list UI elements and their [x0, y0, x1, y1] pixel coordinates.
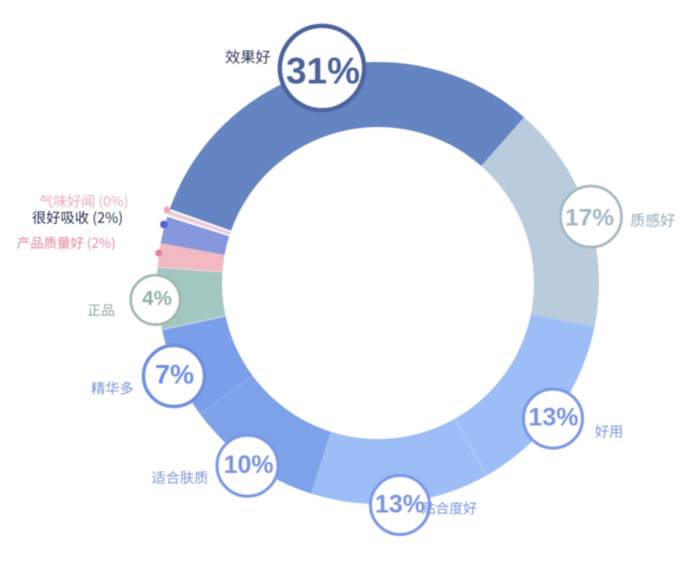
svg-text:4%: 4% [142, 287, 172, 310]
svg-text:13%: 13% [528, 404, 578, 432]
svg-text:31%: 31% [286, 50, 360, 91]
svg-text:13%: 13% [375, 490, 425, 518]
svg-text:17%: 17% [565, 205, 614, 232]
svg-text:10%: 10% [224, 451, 274, 479]
svg-text:7%: 7% [155, 360, 194, 390]
